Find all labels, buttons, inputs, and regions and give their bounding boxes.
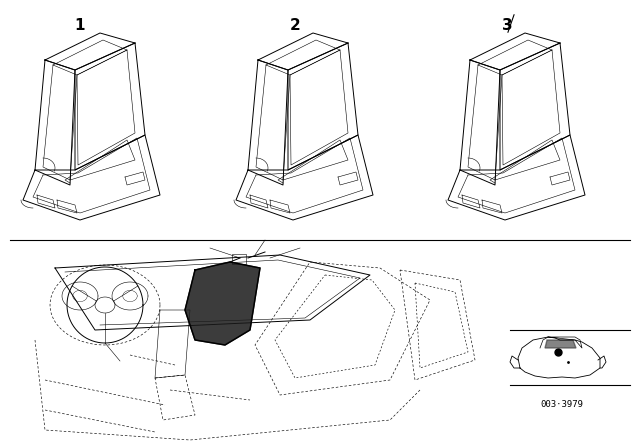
Text: 003·3979: 003·3979 bbox=[541, 400, 584, 409]
Text: 2: 2 bbox=[290, 18, 300, 33]
Text: 1: 1 bbox=[75, 18, 85, 33]
Text: 3: 3 bbox=[502, 18, 512, 33]
Bar bbox=[232, 254, 246, 264]
Polygon shape bbox=[185, 262, 260, 345]
Polygon shape bbox=[545, 340, 576, 348]
